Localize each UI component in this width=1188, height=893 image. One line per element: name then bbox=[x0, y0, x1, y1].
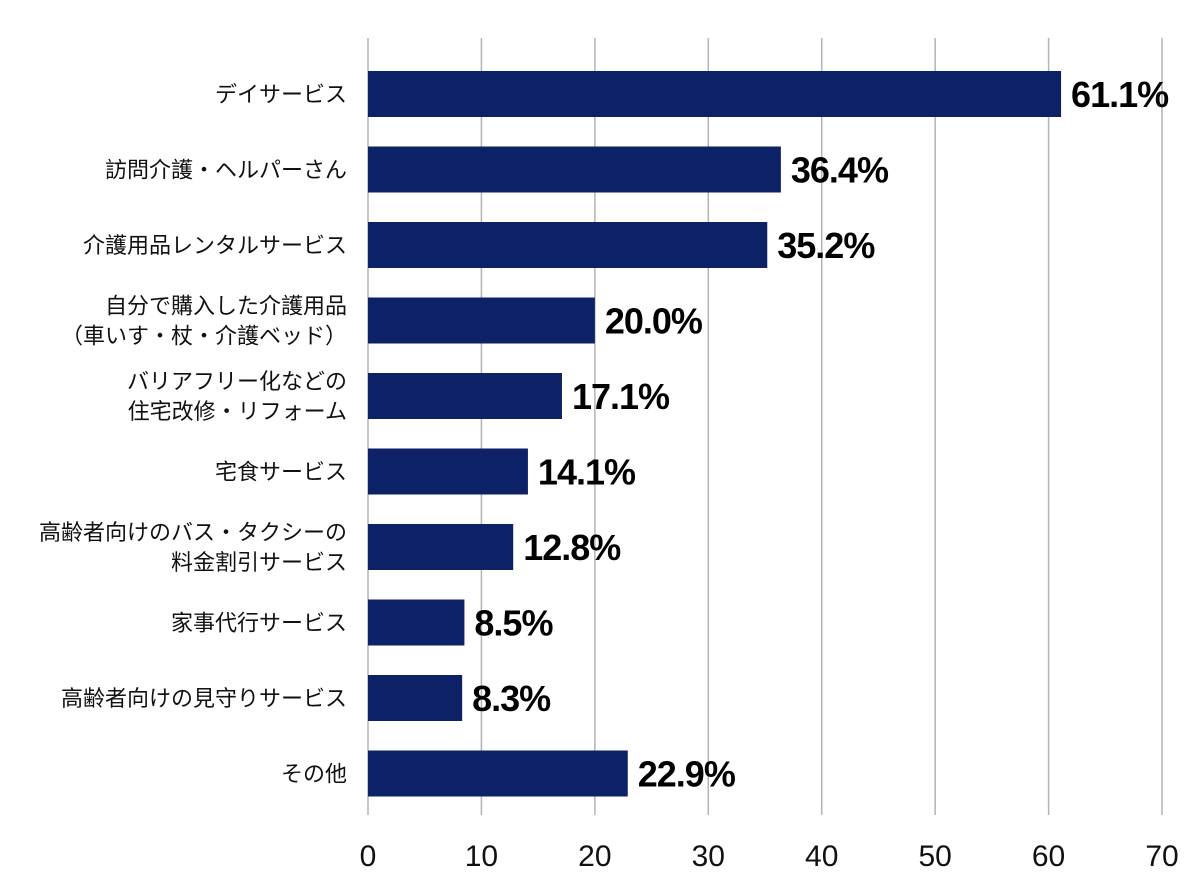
bars bbox=[368, 71, 1062, 797]
category-label: 介護用品レンタルサービス bbox=[83, 234, 347, 259]
category-label: （車いす・杖・介護ベッド） bbox=[61, 325, 347, 350]
value-label: 61.1% bbox=[1071, 74, 1169, 115]
value-label: 36.4% bbox=[791, 150, 889, 191]
x-tick-label: 70 bbox=[1145, 840, 1178, 873]
bar bbox=[368, 750, 628, 797]
category-label: バリアフリー化などの bbox=[127, 370, 347, 395]
category-label: デイサービス bbox=[215, 83, 347, 108]
category-label: 高齢者向けの見守りサービス bbox=[61, 687, 347, 712]
bar bbox=[368, 599, 465, 646]
bar bbox=[368, 524, 514, 570]
category-label: 自分で購入した介護用品 bbox=[105, 295, 347, 320]
x-tick-label: 10 bbox=[465, 840, 498, 873]
bar bbox=[368, 675, 463, 721]
x-tick-label: 30 bbox=[692, 840, 725, 873]
category-label: その他 bbox=[281, 763, 347, 788]
value-label: 8.5% bbox=[474, 603, 553, 644]
value-labels: 61.1% 36.4% 35.2% 20.0% 17.1% 14.1% 12.8% 8.5% 8… bbox=[472, 74, 1170, 795]
category-label: 宅食サービス bbox=[215, 461, 347, 486]
category-labels: デイサービス訪問介護・ヘルパーさん介護用品レンタルサービス自分で購入した介護用品… bbox=[39, 83, 347, 788]
bar bbox=[368, 373, 562, 419]
x-tick-label: 60 bbox=[1032, 840, 1065, 873]
x-tick-label: 40 bbox=[805, 840, 838, 873]
bar bbox=[368, 71, 1062, 117]
category-label: 家事代行サービス bbox=[171, 612, 347, 637]
bar bbox=[368, 146, 781, 193]
value-label: 17.1% bbox=[572, 376, 670, 417]
bar bbox=[368, 222, 768, 268]
value-label: 22.9% bbox=[638, 754, 736, 795]
x-axis-ticks: 0 10 20 30 40 50 60 70 bbox=[360, 840, 1179, 873]
category-label: 料金割引サービス bbox=[171, 551, 347, 576]
bar bbox=[368, 297, 595, 344]
x-tick-label: 50 bbox=[918, 840, 951, 873]
bar bbox=[368, 448, 528, 495]
value-label: 14.1% bbox=[538, 452, 636, 493]
x-tick-label: 0 bbox=[360, 840, 377, 873]
value-label: 20.0% bbox=[605, 301, 703, 342]
value-label: 35.2% bbox=[777, 225, 875, 266]
value-label: 8.3% bbox=[472, 678, 551, 719]
category-label: 訪問介護・ヘルパーさん bbox=[105, 159, 347, 184]
category-label: 高齢者向けのバス・タクシーの bbox=[39, 521, 347, 546]
value-label: 12.8% bbox=[523, 527, 621, 568]
category-label: 住宅改修・リフォーム bbox=[128, 400, 347, 425]
x-tick-label: 20 bbox=[578, 840, 611, 873]
